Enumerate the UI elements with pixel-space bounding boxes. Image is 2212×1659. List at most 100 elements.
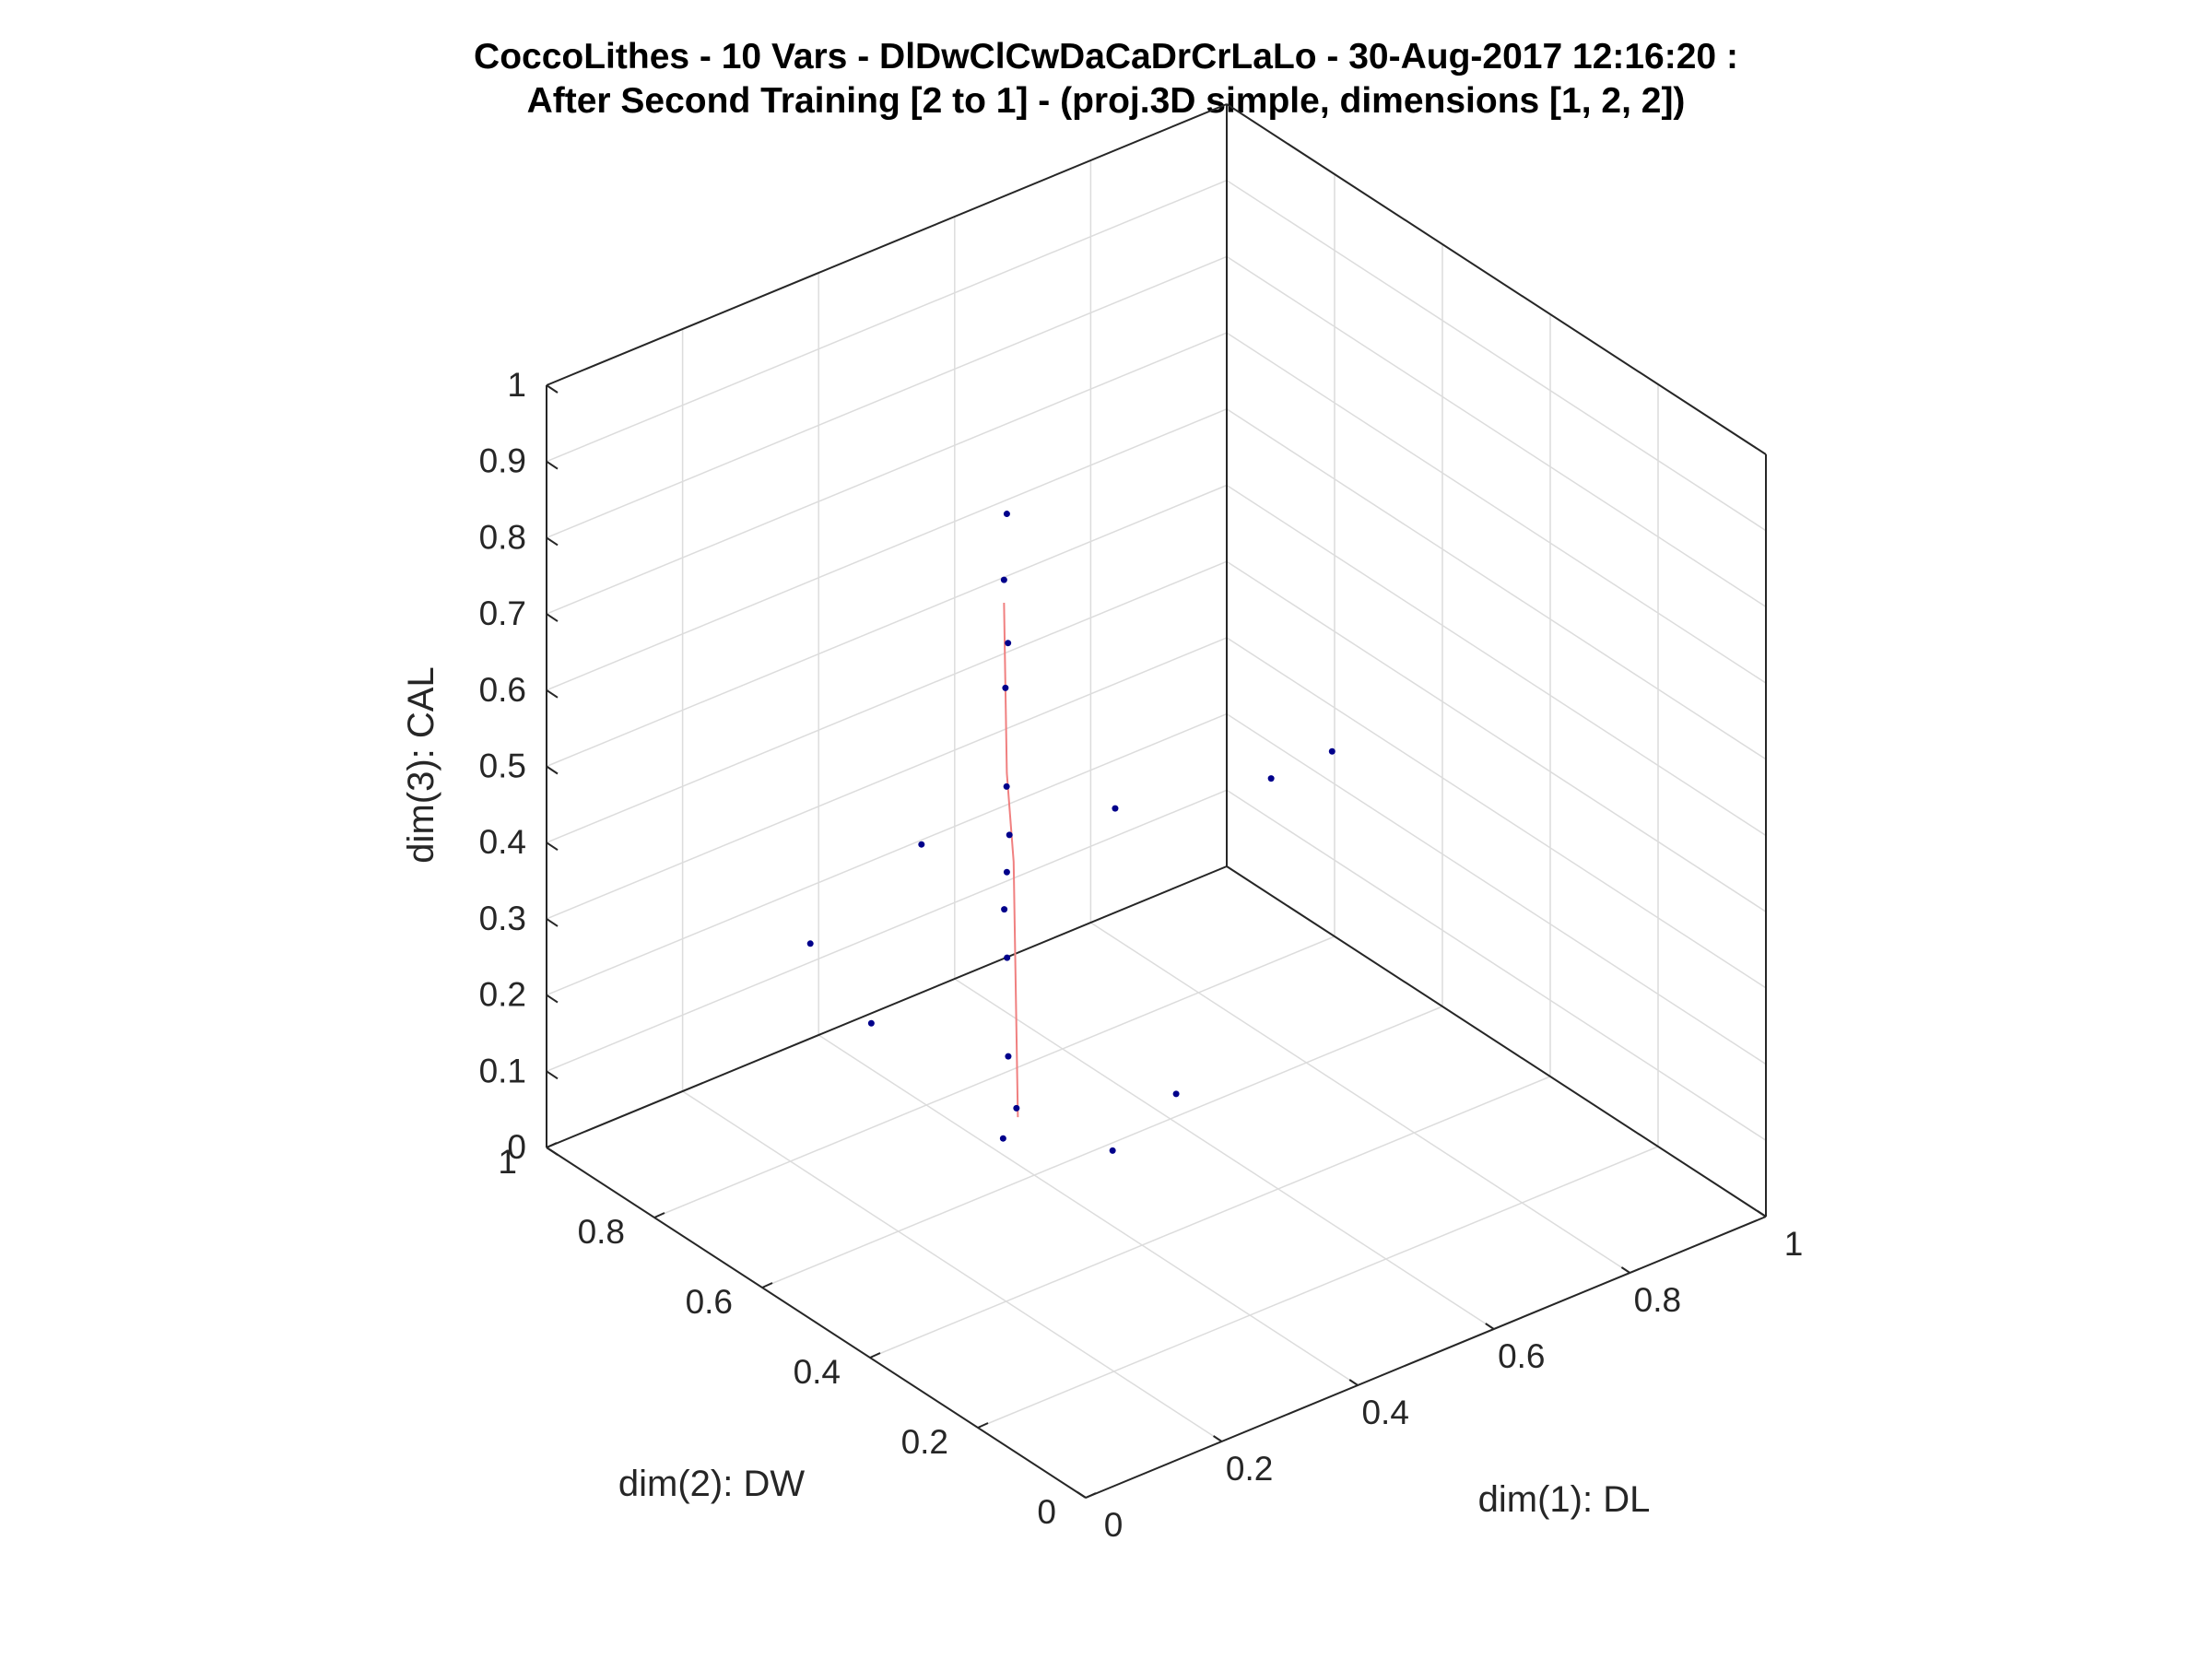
sample-points bbox=[806, 511, 1335, 1154]
z-tick-label: 0.1 bbox=[479, 1052, 526, 1089]
x-tick-label: 0 bbox=[1104, 1506, 1124, 1544]
sample-point bbox=[1267, 775, 1275, 782]
grid-line bbox=[546, 332, 1228, 615]
sample-point bbox=[1004, 954, 1011, 961]
sample-point bbox=[1172, 1090, 1180, 1098]
mesh-polyline bbox=[1003, 602, 1019, 1118]
z-tick-mark bbox=[546, 460, 559, 470]
x-axis-label: dim(1): DL bbox=[1478, 1479, 1651, 1520]
y-tick-label: 1 bbox=[498, 1143, 517, 1181]
grid-line bbox=[546, 712, 1228, 996]
axis-edge bbox=[546, 1147, 1087, 1499]
grid-line bbox=[977, 1146, 1659, 1429]
axis-edge bbox=[546, 103, 1228, 386]
chart-title-line-1: CoccoLithes - 10 Vars - DlDwClCwDaCaDrCr… bbox=[474, 37, 1738, 76]
grid-line bbox=[1226, 560, 1767, 912]
z-tick-mark bbox=[546, 918, 559, 927]
axis-edge bbox=[1085, 1216, 1767, 1499]
grid-line bbox=[546, 560, 1228, 843]
sample-point bbox=[1003, 511, 1010, 518]
sample-point bbox=[1006, 831, 1013, 839]
x-tick-label: 1 bbox=[1784, 1225, 1804, 1263]
z-tick-mark bbox=[546, 384, 559, 394]
y-tick-mark bbox=[1085, 1492, 1097, 1499]
grid-line bbox=[1089, 922, 1630, 1274]
x-tick-mark bbox=[1620, 1266, 1630, 1274]
sample-point bbox=[1005, 640, 1012, 647]
sample-point bbox=[1109, 1147, 1116, 1154]
z-tick-label: 0.7 bbox=[479, 594, 526, 632]
x-tick-mark bbox=[1077, 1491, 1087, 1499]
sample-point bbox=[1013, 1104, 1020, 1112]
tick-labels: 00.20.40.60.8100.20.40.60.8100.10.20.30.… bbox=[479, 366, 1804, 1544]
z-tick-label: 0.9 bbox=[479, 442, 526, 480]
x-tick-mark bbox=[1485, 1323, 1495, 1330]
grid-line bbox=[1226, 484, 1767, 837]
sample-point bbox=[999, 1135, 1006, 1142]
grid-line bbox=[546, 408, 1228, 691]
x-tick-mark bbox=[1348, 1379, 1359, 1386]
axes-box bbox=[546, 103, 1767, 1499]
y-tick-label: 0.2 bbox=[901, 1423, 948, 1461]
y-tick-label: 0.6 bbox=[686, 1283, 733, 1321]
axis-edge bbox=[546, 865, 1228, 1148]
axis-edge bbox=[1226, 103, 1767, 455]
z-tick-label: 0.3 bbox=[479, 900, 526, 937]
y-tick-mark bbox=[761, 1282, 773, 1288]
grid-line bbox=[954, 978, 1495, 1330]
x-tick-label: 0.2 bbox=[1226, 1450, 1273, 1488]
sample-point bbox=[1001, 906, 1008, 913]
grid-line bbox=[546, 789, 1228, 1072]
grid-line bbox=[546, 255, 1228, 539]
grid-line bbox=[818, 1034, 1359, 1386]
y-tick-mark bbox=[653, 1212, 665, 1218]
sample-point bbox=[1003, 868, 1010, 876]
z-tick-mark bbox=[546, 1070, 559, 1080]
grid-line bbox=[546, 637, 1228, 920]
z-tick-label: 0.8 bbox=[479, 518, 526, 556]
grid-line bbox=[1226, 712, 1767, 1065]
z-tick-mark bbox=[546, 613, 559, 622]
sample-point bbox=[1328, 747, 1335, 755]
sample-point bbox=[918, 841, 925, 848]
y-tick-mark bbox=[546, 1142, 558, 1148]
x-tick-label: 0.6 bbox=[1498, 1337, 1545, 1375]
x-tick-label: 0.4 bbox=[1361, 1394, 1408, 1431]
z-tick-mark bbox=[546, 841, 559, 852]
z-tick-mark bbox=[546, 765, 559, 775]
x-tick-label: 0.8 bbox=[1634, 1281, 1681, 1319]
z-tick-mark bbox=[546, 688, 559, 699]
grid-line bbox=[546, 484, 1228, 768]
axis-edge bbox=[1226, 865, 1767, 1218]
y-tick-label: 0.4 bbox=[794, 1353, 841, 1391]
grid-line bbox=[653, 935, 1335, 1218]
y-tick-mark bbox=[977, 1422, 989, 1429]
z-tick-label: 0.4 bbox=[479, 823, 526, 861]
grid-line bbox=[1226, 789, 1767, 1141]
grid-line bbox=[1226, 255, 1767, 608]
sample-point bbox=[1112, 805, 1119, 812]
z-tick-mark bbox=[546, 536, 559, 547]
z-axis-label: dim(3): CAL bbox=[401, 666, 441, 863]
sample-point bbox=[867, 1019, 875, 1027]
grid-line bbox=[546, 180, 1228, 463]
z-tick-label: 0.5 bbox=[479, 747, 526, 785]
z-tick-mark bbox=[546, 994, 559, 1004]
sample-point bbox=[1005, 1053, 1012, 1060]
x-tick-mark bbox=[1757, 1210, 1767, 1218]
grid-line bbox=[1226, 180, 1767, 532]
sample-point bbox=[1002, 684, 1009, 691]
grid-line bbox=[1226, 637, 1767, 989]
y-tick-mark bbox=[869, 1352, 881, 1359]
y-tick-label: 0 bbox=[1037, 1493, 1056, 1531]
chart-title-line-2: After Second Training [2 to 1] - (proj.3… bbox=[527, 81, 1686, 121]
z-tick-mark bbox=[546, 1147, 559, 1156]
grid-line bbox=[761, 1006, 1443, 1288]
y-tick-label: 0.8 bbox=[578, 1213, 625, 1251]
sample-point bbox=[1003, 782, 1010, 790]
sample-point bbox=[806, 940, 814, 947]
z-tick-label: 0.6 bbox=[479, 671, 526, 709]
grid-line bbox=[1226, 408, 1767, 760]
z-tick-label: 0.2 bbox=[479, 976, 526, 1014]
